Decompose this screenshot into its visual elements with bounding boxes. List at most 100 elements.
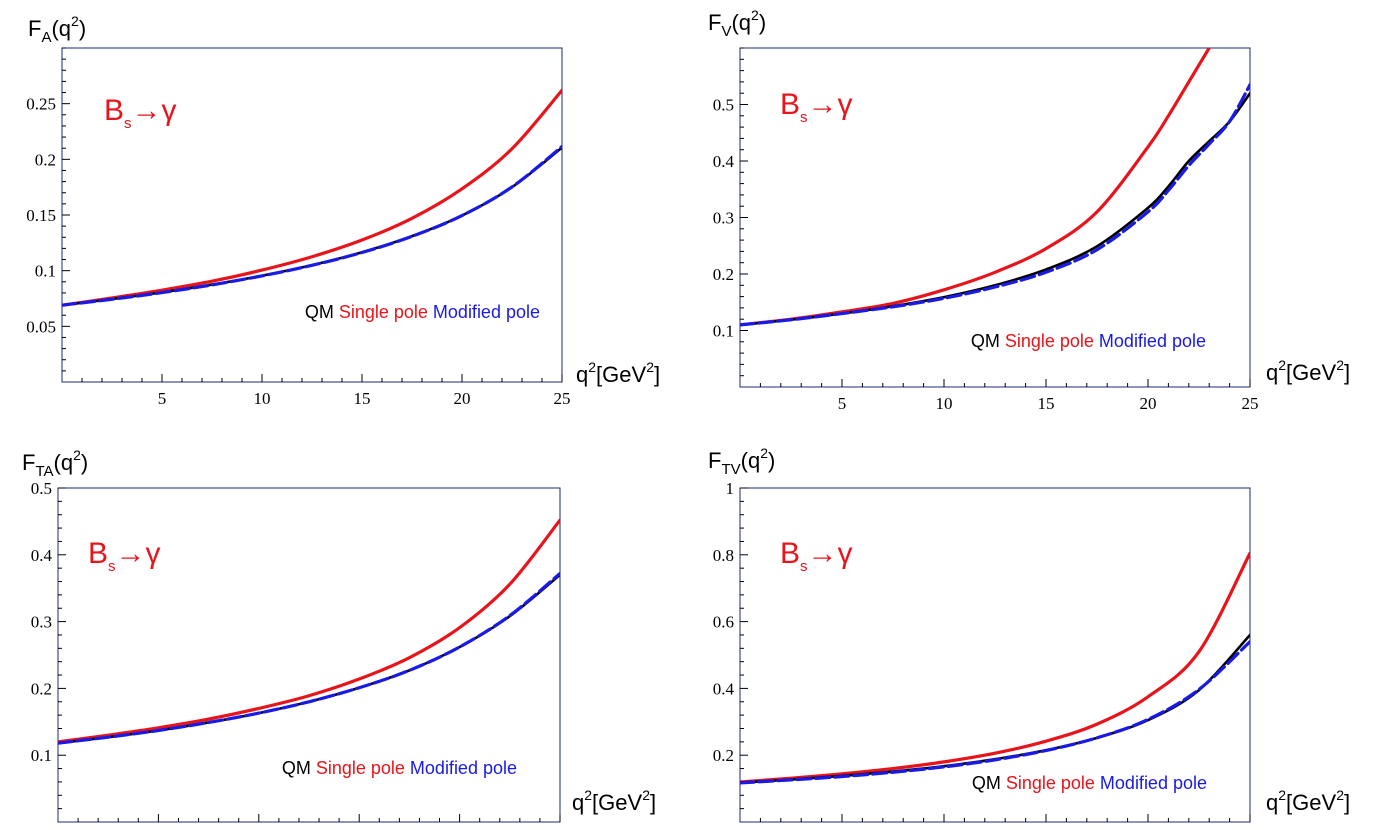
y-tick-label: 0.2 — [35, 150, 56, 169]
y-axis-title-rest: (q — [731, 10, 751, 35]
series-modified-pole-line — [58, 571, 560, 745]
y-axis-title-close: ) — [759, 10, 766, 35]
series-single-pole-line — [58, 518, 560, 744]
series-single-pole-line — [740, 48, 1211, 327]
chart-panel-fta: 5101520250.10.20.30.40.5FTA(q2)q2[GeV2]B… — [22, 447, 656, 830]
legend: QM Single pole Modified pole — [282, 758, 517, 778]
series-modified-pole-line — [740, 83, 1250, 327]
process-arrow: →γ — [116, 537, 161, 570]
y-axis-title-subscript: TA — [35, 463, 53, 480]
x-axis-title: q2[GeV2] — [572, 787, 656, 815]
process-arrow: →γ — [808, 537, 853, 570]
series-qm-line — [740, 91, 1250, 327]
legend-single-pole: Single pole — [1006, 773, 1095, 793]
y-tick-label: 0.4 — [713, 679, 735, 698]
legend-single-pole: Single pole — [339, 302, 428, 322]
plot-area — [740, 551, 1250, 785]
x-tick-label: 25 — [1242, 394, 1259, 413]
x-tick-label: 10 — [254, 389, 271, 408]
y-axis-title-rest: (q — [54, 450, 74, 475]
y-tick-label: 0.2 — [31, 679, 52, 698]
chart-panel-fa: 5 10 15 20 250.050.10.150.20.25FA(q2)q2[GeV2… — [26, 13, 660, 408]
x-axis-title: q2[GeV2] — [576, 359, 660, 387]
y-tick-label: 0.3 — [713, 209, 734, 228]
x-axis-title-base: q — [1266, 360, 1278, 385]
legend-qm: QM — [971, 331, 1000, 351]
y-tick-label: 0.6 — [713, 613, 734, 632]
y-tick-label: 0.2 — [713, 265, 734, 284]
legend-qm: QM — [972, 773, 1001, 793]
y-axis-title: FA(q2) — [28, 13, 86, 46]
y-tick-label: 0.5 — [713, 96, 734, 115]
x-tick-label: 20 — [1140, 394, 1157, 413]
x-axis-title-close: ] — [1344, 360, 1350, 385]
x-tick-label: 15 — [1038, 394, 1055, 413]
x-axis-title-base: q — [576, 362, 588, 387]
x-axis-title-close: ] — [650, 790, 656, 815]
y-tick-label: 0.1 — [713, 322, 734, 341]
process-annotation: Bs→γ — [780, 537, 853, 575]
x-axis-title-base: q — [1266, 790, 1278, 815]
y-axis-title: FTV(q2) — [708, 445, 775, 478]
y-axis-title: FV(q2) — [708, 7, 766, 40]
plot-area — [62, 88, 562, 307]
x-axis-title-unit: [GeV — [1286, 360, 1336, 385]
x-axis-title-unit: [GeV — [596, 362, 646, 387]
y-axis-title-superscript: 2 — [73, 447, 81, 463]
legend-modified-pole: Modified pole — [410, 758, 517, 778]
series-modified-pole-line — [62, 144, 562, 307]
process-base: B — [780, 88, 800, 121]
legend-qm: QM — [282, 758, 311, 778]
x-axis-title-unit-superscript: 2 — [1336, 357, 1344, 373]
y-tick-label: 0.5 — [31, 479, 52, 498]
y-tick-label: 0.4 — [31, 546, 53, 565]
legend-qm: QM — [305, 302, 334, 322]
legend: QM Single pole Modified pole — [305, 302, 540, 322]
process-subscript: s — [124, 115, 132, 132]
series-modified-pole-line — [740, 640, 1250, 785]
x-axis-title-superscript: 2 — [1278, 357, 1286, 373]
y-tick-label: 0.8 — [713, 546, 734, 565]
x-axis-title: q2[GeV2] — [1266, 357, 1350, 385]
series-single-pole-line — [740, 551, 1250, 784]
legend: QM Single pole Modified pole — [972, 773, 1207, 793]
plot-frame — [739, 487, 1251, 823]
x-axis-title-unit-superscript: 2 — [642, 787, 650, 803]
y-axis-title-base: F — [708, 10, 721, 35]
series-qm-line — [58, 573, 560, 745]
chart-panel-fv: 5 10 15 20 250.10.20.30.40.5FV(q2)q2[GeV2]Bs… — [708, 7, 1350, 413]
series-single-pole-line — [62, 88, 562, 307]
process-base: B — [104, 94, 124, 127]
y-axis-title-close: ) — [81, 450, 88, 475]
plot-area — [740, 48, 1250, 327]
process-annotation: Bs→γ — [104, 94, 177, 132]
y-axis-title-rest: (q — [51, 16, 71, 41]
y-axis-title-subscript: A — [41, 29, 51, 46]
legend-modified-pole: Modified pole — [1100, 773, 1207, 793]
y-tick-label: 0.05 — [26, 317, 56, 336]
y-axis-title-base: F — [708, 448, 721, 473]
y-axis-title-close: ) — [768, 448, 775, 473]
y-tick-label: 0.15 — [26, 206, 56, 225]
x-tick-label: 20 — [454, 389, 471, 408]
y-axis-title-subscript: TV — [721, 461, 740, 478]
process-base: B — [780, 537, 800, 570]
y-axis-title-superscript: 2 — [71, 13, 79, 29]
legend-single-pole: Single pole — [316, 758, 405, 778]
process-arrow: →γ — [132, 94, 177, 127]
x-axis-title: q2[GeV2] — [1266, 787, 1350, 815]
plot-frame — [57, 487, 561, 823]
process-subscript: s — [800, 558, 808, 575]
x-tick-label: 5 — [158, 389, 167, 408]
y-axis-title-subscript: V — [721, 23, 731, 40]
y-axis-title-superscript: 2 — [760, 445, 768, 461]
x-axis-title-superscript: 2 — [584, 787, 592, 803]
y-axis-title-base: F — [22, 450, 35, 475]
y-tick-label: 0.25 — [26, 95, 56, 114]
legend-modified-pole: Modified pole — [433, 302, 540, 322]
process-subscript: s — [800, 109, 808, 126]
y-tick-label: 1 — [726, 479, 735, 498]
x-axis-title-close: ] — [1344, 790, 1350, 815]
x-axis-title-base: q — [572, 790, 584, 815]
